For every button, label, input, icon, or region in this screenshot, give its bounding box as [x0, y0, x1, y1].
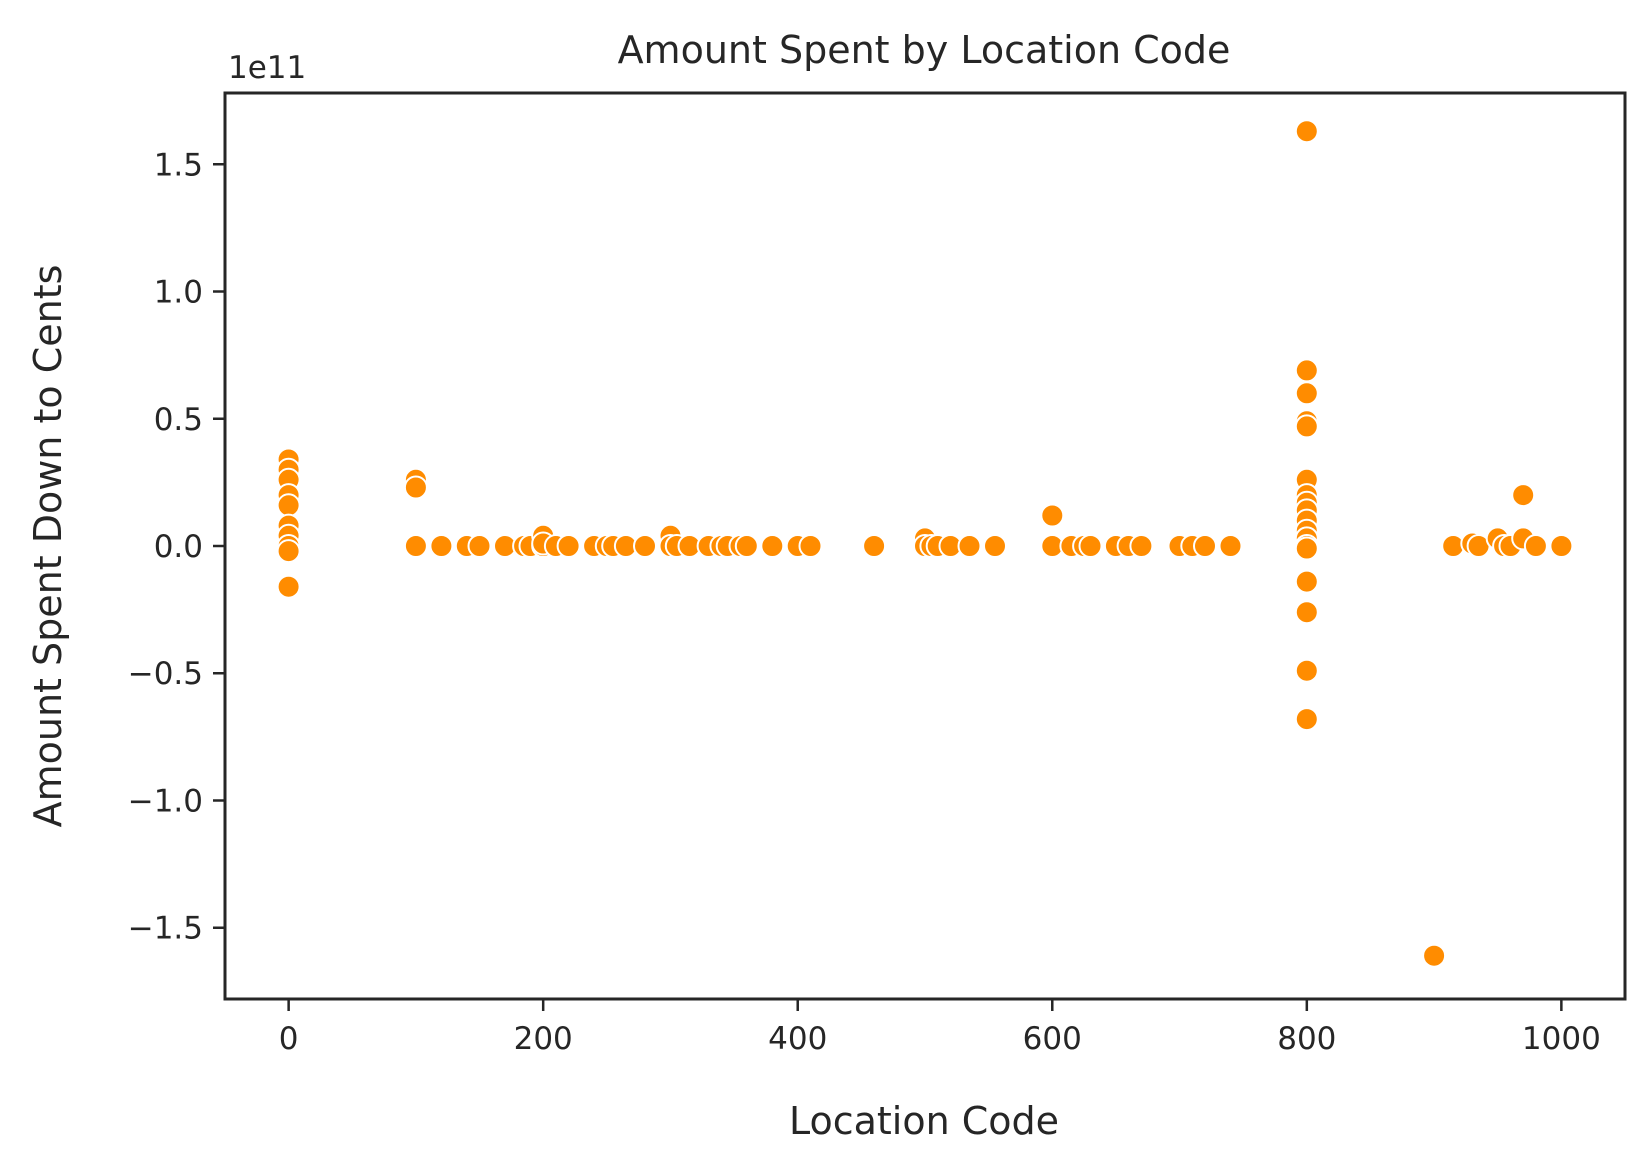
y-tick-label: −1.5 — [128, 911, 203, 947]
data-point — [1294, 381, 1319, 406]
data-point — [1549, 534, 1574, 558]
y-offset-text: 1e11 — [228, 50, 306, 86]
x-tick-label: 200 — [514, 1021, 573, 1057]
x-tick-label: 0 — [279, 1021, 299, 1057]
data-point — [467, 534, 492, 558]
data-point — [1294, 569, 1319, 594]
y-tick-label: 1.5 — [154, 147, 203, 183]
data-point — [1294, 600, 1319, 625]
data-point — [556, 534, 581, 558]
x-tick-label: 600 — [1023, 1021, 1082, 1057]
data-point — [633, 534, 657, 558]
y-tick-label: −1.0 — [128, 783, 203, 819]
x-tick-label: 800 — [1277, 1021, 1336, 1057]
data-point — [1294, 119, 1319, 144]
y-tick-label: 1.0 — [154, 275, 203, 311]
data-point — [276, 574, 301, 599]
data-point — [798, 534, 823, 558]
x-tick-label: 1000 — [1522, 1021, 1601, 1057]
data-point — [760, 534, 785, 558]
data-point — [1422, 943, 1447, 968]
data-point — [1294, 358, 1319, 383]
data-points — [276, 119, 1574, 968]
x-axis-ticks: 0 200 400 600 800 1000 — [279, 999, 1601, 1057]
data-point — [1040, 503, 1065, 528]
data-point — [1511, 483, 1536, 508]
y-tick-label: 0.5 — [154, 402, 203, 438]
data-point — [1294, 414, 1319, 439]
chart-title: Amount Spent by Location Code — [618, 28, 1231, 72]
data-point — [983, 534, 1007, 558]
y-tick-label: 0.0 — [154, 529, 203, 565]
y-axis-label: Amount Spent Down to Cents — [26, 265, 70, 828]
data-point — [1523, 534, 1548, 558]
y-tick-label: −0.5 — [128, 656, 203, 692]
data-point — [1294, 658, 1319, 683]
data-point — [276, 539, 301, 564]
data-point — [1218, 534, 1243, 558]
data-point — [1294, 707, 1319, 732]
data-point — [403, 475, 428, 500]
data-point — [862, 534, 887, 558]
data-point — [957, 534, 982, 558]
plot-frame — [223, 91, 1627, 1001]
data-point — [429, 534, 454, 558]
x-tick-label: 400 — [768, 1021, 827, 1057]
data-point — [1193, 534, 1217, 558]
x-axis-label: Location Code — [789, 1099, 1059, 1143]
data-point — [1078, 534, 1103, 558]
data-point — [734, 534, 759, 558]
y-axis-ticks: −1.5 −1.0 −0.5 0.0 0.5 1.0 1.5 — [128, 147, 225, 947]
data-point — [1294, 536, 1319, 561]
data-point — [1129, 534, 1154, 558]
data-point — [403, 534, 428, 558]
data-point — [276, 493, 301, 518]
